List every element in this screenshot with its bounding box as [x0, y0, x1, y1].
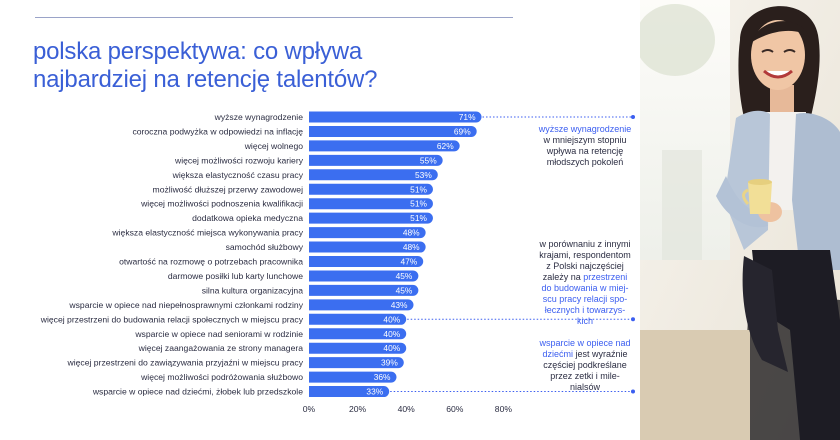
- x-tick-label: 60%: [446, 404, 464, 414]
- annotation-text: wpływa na retencję: [546, 146, 624, 156]
- bar: [309, 328, 407, 340]
- annotation-text: scu pracy relacji spo-: [542, 294, 628, 304]
- annotation-text: krajami, respondentom: [539, 250, 631, 260]
- data-label: 53%: [415, 170, 432, 180]
- bar: [309, 256, 424, 267]
- top-divider: [35, 17, 513, 18]
- x-tick-label: 0%: [303, 404, 316, 414]
- data-label: 36%: [374, 372, 391, 382]
- bar: [309, 140, 460, 152]
- data-label: 33%: [366, 387, 383, 397]
- annotation-text: nialsów: [569, 382, 600, 392]
- category-label: większa elastyczność czasu pracy: [172, 170, 304, 180]
- category-label: dodatkowa opieka medyczna: [192, 213, 303, 223]
- category-label: wsparcie w opiece nad seniorami w rodzin…: [134, 329, 303, 339]
- data-label: 51%: [410, 213, 427, 223]
- category-label: otwartość na rozmowę o potrzebach pracow…: [119, 257, 303, 267]
- annotation-text: wyższe wynagrodzenie: [538, 124, 632, 134]
- annotation-childcare: wsparcie w opiece nad dziećmi jest wyraźn…: [527, 338, 643, 393]
- annotation-text: kich: [576, 316, 593, 326]
- category-label: możliwość dłuższej przerwy zawodowej: [153, 184, 304, 194]
- bar: [309, 169, 438, 181]
- annotation-text: zależy na: [542, 272, 584, 282]
- bar: [309, 284, 419, 296]
- photo-panel: [640, 0, 840, 440]
- bar: [309, 342, 407, 354]
- annotation-leader-dot: [631, 389, 635, 394]
- annotation-text: przestrzeni: [583, 272, 628, 282]
- bar: [309, 198, 433, 210]
- data-label: 45%: [396, 271, 413, 281]
- data-label: 48%: [403, 228, 420, 238]
- data-label: 62%: [437, 141, 454, 151]
- page-title: polska perspektywa: co wpływa najbardzie…: [33, 38, 503, 94]
- bar: [309, 299, 414, 311]
- annotation-text: wsparcie w opiece nad: [539, 338, 631, 348]
- annotation-leader-dot: [631, 317, 635, 322]
- annotation-text: w mniejszym stopniu: [543, 135, 627, 145]
- annotation-text: dziećmi: [542, 349, 573, 359]
- annotation-text: przez zetki i mile-: [550, 371, 620, 381]
- bar: [309, 357, 404, 369]
- data-label: 55%: [420, 155, 437, 165]
- bar: [309, 227, 426, 239]
- photo-person-with-mug: [640, 0, 840, 440]
- data-label: 69%: [454, 126, 471, 136]
- data-label: 47%: [400, 257, 417, 267]
- category-label: więcej wolnego: [244, 141, 304, 151]
- annotation-text: z Polski najczęściej: [546, 261, 624, 271]
- category-label: wsparcie w opiece nad dziećmi, żłobek lu…: [92, 387, 303, 397]
- category-label: więcej przestrzeni do budowania relacji …: [40, 314, 304, 324]
- annotation-text: łecznych i towarzys-: [544, 305, 626, 315]
- category-label: więcej zaangażowania ze strony managera: [138, 343, 304, 353]
- data-label: 40%: [383, 314, 400, 324]
- bar: [309, 371, 397, 383]
- bar: [309, 386, 390, 398]
- bar-chart: wyższe wynagrodzenie 71% coroczna podwyżka…: [40, 111, 635, 414]
- annotation-text: młodszych pokoleń: [546, 157, 624, 167]
- category-label: więcej przestrzeni do zawiązywania przyj…: [67, 358, 304, 368]
- bar: [309, 111, 482, 123]
- category-label: silna kultura organizacyjna: [202, 285, 303, 295]
- data-label: 71%: [459, 112, 476, 122]
- category-label: samochód służbowy: [226, 242, 304, 252]
- bar: [309, 125, 477, 137]
- bar: [309, 183, 433, 195]
- annotation-text: do budowania w miej-: [541, 283, 629, 293]
- bar: [309, 241, 426, 253]
- x-tick-label: 20%: [349, 404, 367, 414]
- data-label: 40%: [383, 343, 400, 353]
- annotation-leader-dot: [631, 115, 635, 119]
- category-label: coroczna podwyżka w odpowiedzi na inflac…: [132, 126, 303, 136]
- data-label: 39%: [381, 358, 398, 368]
- bar: [309, 270, 419, 282]
- bar: [309, 313, 407, 325]
- bar: [309, 212, 433, 224]
- annotation-text: jest wyraźnie: [572, 349, 628, 359]
- annotation-salary: wyższe wynagrodzenie w mniejszym stopniu w…: [527, 124, 643, 168]
- category-label: wyższe wynagrodzenie: [214, 112, 304, 122]
- data-label: 43%: [391, 300, 408, 310]
- x-tick-label: 40%: [398, 404, 416, 414]
- annotation-text: częściej podkreślane: [543, 360, 627, 370]
- data-label: 48%: [403, 242, 420, 252]
- x-tick-label: 80%: [495, 404, 513, 414]
- category-label: więcej możliwości podróżowania służbowo: [140, 372, 303, 382]
- data-label: 45%: [396, 285, 413, 295]
- data-label: 51%: [410, 184, 427, 194]
- category-label: darmowe posiłki lub karty lunchowe: [168, 271, 303, 281]
- category-label: większa elastyczność miejsca wykonywania…: [111, 228, 303, 238]
- data-label: 40%: [383, 329, 400, 339]
- category-label: więcej możliwości podnoszenia kwalifikac…: [140, 199, 303, 209]
- title-line-1: polska perspektywa: co wpływa: [33, 38, 363, 65]
- category-label: wsparcie w opiece nad niepełnosprawnymi …: [68, 300, 303, 310]
- annotation-social-relations: w porównaniu z innymi krajami, respondent…: [527, 239, 643, 327]
- data-label: 51%: [410, 199, 427, 209]
- title-line-2: najbardziej na retencję talentów?: [33, 66, 378, 93]
- bar: [309, 154, 443, 166]
- annotation-text: w porównaniu z innymi: [539, 239, 631, 249]
- category-label: więcej możliwości rozwoju kariery: [174, 155, 304, 165]
